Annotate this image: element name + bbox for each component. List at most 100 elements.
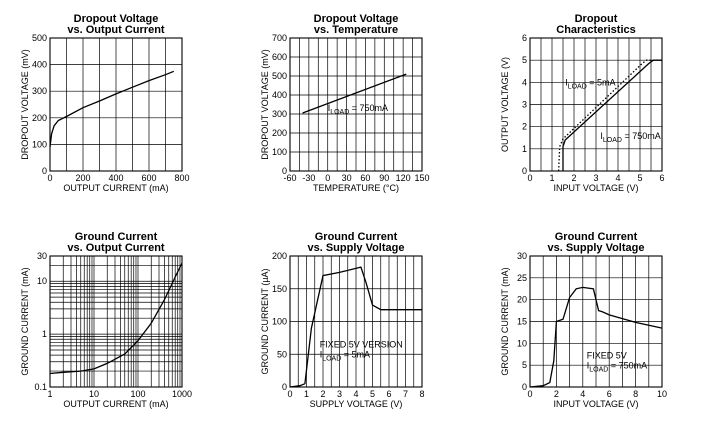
y-tick-label: 4 [522,77,527,87]
y-tick-label: 0 [282,382,287,392]
y-tick-label: 300 [272,109,287,119]
x-tick-label: 10 [657,389,667,399]
y-tick-label: 30 [37,251,47,261]
series-line-1 [49,70,175,148]
x-tick-label: 2 [554,389,559,399]
y-axis-label: GROUND CURRENT (mA) [20,267,30,375]
y-tick-label: 300 [32,86,47,96]
annotation-label: FIXED 5V [587,351,627,361]
y-tick-label: 700 [272,33,287,43]
x-axis-label: OUTPUT CURRENT (mA) [63,399,168,409]
x-tick-label: 0 [527,389,532,399]
y-axis-label: DROPOUT VOLTAGE (mV) [20,49,30,160]
y-tick-label: 10 [517,338,527,348]
y-tick-label: 0 [42,166,47,176]
x-tick-label: 1000 [172,389,192,399]
x-tick-label: 1 [304,389,309,399]
series-line-1 [302,73,407,114]
annotation-label: ILOAD = 750mA [328,103,388,116]
x-tick-label: 4 [353,389,358,399]
chart-title-line-1: Ground Current [555,231,638,243]
y-tick-label: 100 [272,317,287,327]
x-tick-label: 2 [320,389,325,399]
y-tick-label: 20 [517,295,527,305]
x-tick-label: 6 [659,173,664,183]
x-tick-label: 6 [607,389,612,399]
plot-frame [289,255,423,388]
y-axis-label: GROUND CURRENT (µA) [260,268,270,374]
x-tick-label: 4 [580,389,585,399]
chart-title-line-1: Ground Current [75,231,158,243]
annotation-label: ILOAD = 750mA [600,131,660,144]
chart-title-line-2: vs. Output Current [67,24,165,36]
series-line-1 [289,266,422,388]
y-axis-label: OUTPUT VOLTAGE (V) [500,57,510,152]
y-tick-label: 200 [32,113,47,123]
y-tick-label: 0.1 [34,382,47,392]
chart-title-line-2: Characteristics [556,24,636,36]
y-tick-label: 1 [522,144,527,154]
x-tick-label: 120 [396,173,411,183]
x-axis-label: SUPPLY VOLTAGE (V) [310,399,403,409]
x-tick-label: 200 [75,173,90,183]
chart-title-line-2: vs. Output Current [67,242,165,254]
x-tick-label: 0 [287,389,292,399]
y-tick-label: 1 [42,329,47,339]
x-tick-label: 800 [174,173,189,183]
y-tick-label: 0 [522,382,527,392]
y-tick-label: 30 [517,251,527,261]
x-tick-label: 0 [527,173,532,183]
plot-frame [49,255,183,388]
y-tick-label: 200 [272,128,287,138]
x-tick-label: 3 [593,173,598,183]
y-tick-label: 500 [272,71,287,81]
chart-title-line-1: Dropout [575,13,618,25]
y-tick-label: 25 [517,273,527,283]
series-line-1 [562,59,662,171]
x-tick-label: 1 [549,173,554,183]
x-tick-label: 30 [342,173,352,183]
chart-title-line-2: vs. Temperature [314,24,398,36]
x-tick-label: 0 [47,173,52,183]
x-tick-label: 7 [403,389,408,399]
plot-frame [49,37,183,172]
x-tick-label: 400 [108,173,123,183]
chart-title-line-2: vs. Supply Voltage [548,242,645,254]
y-tick-label: 50 [277,349,287,359]
annotation-label: ILOAD = 750mA [587,361,647,374]
y-tick-label: 100 [32,139,47,149]
x-tick-label: 6 [386,389,391,399]
chart-title-line-2: vs. Supply Voltage [308,242,405,254]
y-axis-label: GROUND CURRENT (mA) [500,267,510,375]
y-tick-label: 600 [272,52,287,62]
y-tick-label: 5 [522,360,527,370]
x-tick-label: 90 [379,173,389,183]
y-tick-label: 400 [32,60,47,70]
y-axis-label: DROPOUT VOLTAGE (mV) [260,49,270,160]
x-tick-label: 600 [141,173,156,183]
annotation-label: ILOAD = 5mA [565,78,615,91]
plot-frame [529,255,663,388]
y-tick-label: 0 [522,166,527,176]
x-axis-label: TEMPERATURE (°C) [313,183,399,193]
chart-title-line-1: Dropout Voltage [74,13,159,25]
x-tick-label: 60 [360,173,370,183]
x-axis-label: OUTPUT CURRENT (mA) [63,183,168,193]
x-tick-label: 8 [633,389,638,399]
x-tick-label: -30 [302,173,315,183]
x-tick-label: -60 [283,173,296,183]
y-tick-label: 400 [272,90,287,100]
y-tick-label: 150 [272,284,287,294]
y-tick-label: 6 [522,33,527,43]
y-tick-label: 500 [32,33,47,43]
x-axis-label: INPUT VOLTAGE (V) [553,183,638,193]
x-tick-label: 10 [89,389,99,399]
x-tick-label: 8 [419,389,424,399]
x-axis-label: INPUT VOLTAGE (V) [553,399,638,409]
